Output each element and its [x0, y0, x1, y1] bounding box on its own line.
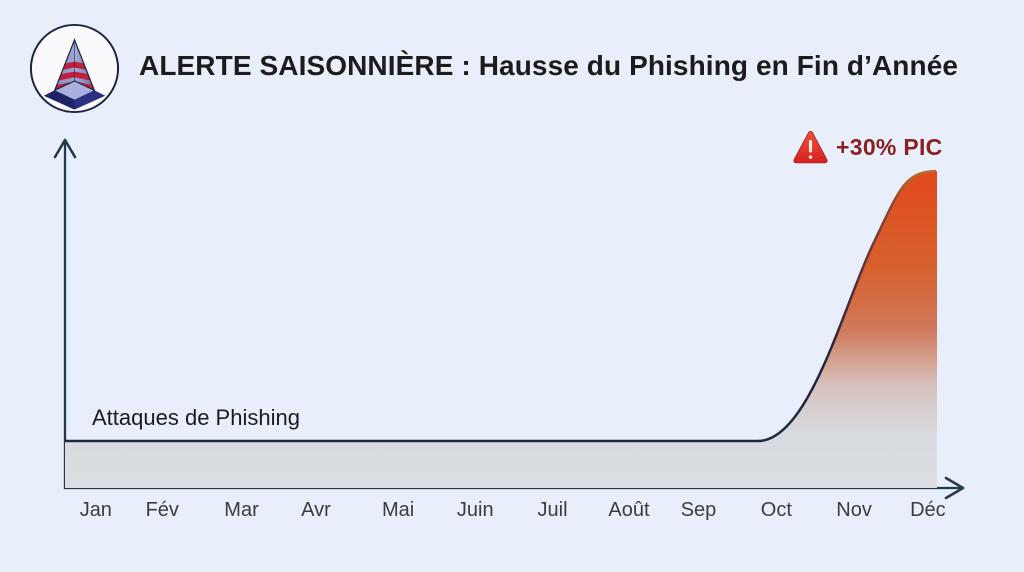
- svg-text:Jan: Jan: [80, 499, 112, 521]
- svg-text:Avr: Avr: [301, 499, 331, 521]
- svg-text:Mai: Mai: [382, 499, 414, 521]
- svg-text:Juin: Juin: [457, 499, 494, 521]
- svg-text:Sep: Sep: [681, 499, 717, 521]
- svg-text:Mar: Mar: [224, 499, 259, 521]
- svg-text:Août: Août: [608, 499, 650, 521]
- svg-text:Nov: Nov: [836, 499, 872, 521]
- svg-text:Juil: Juil: [538, 499, 568, 521]
- svg-text:Déc: Déc: [910, 499, 946, 521]
- svg-text:Oct: Oct: [761, 499, 793, 521]
- svg-text:Fév: Fév: [146, 499, 179, 521]
